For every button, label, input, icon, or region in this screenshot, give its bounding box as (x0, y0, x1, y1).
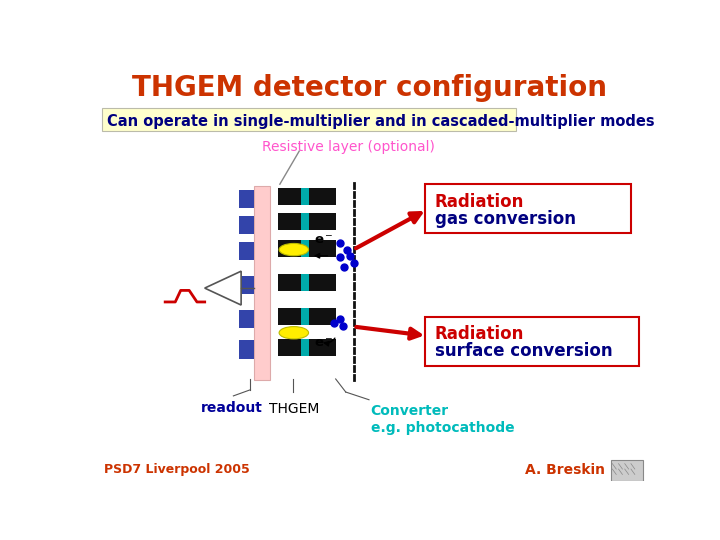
Bar (239, 242, 254, 260)
Bar (301, 213, 309, 231)
Polygon shape (204, 271, 241, 305)
Ellipse shape (279, 327, 309, 339)
Text: gas conversion: gas conversion (435, 210, 576, 228)
Bar (239, 190, 254, 208)
Bar (254, 186, 270, 380)
FancyBboxPatch shape (425, 316, 639, 366)
Bar (277, 213, 301, 231)
Text: Resistive layer (optional): Resistive layer (optional) (262, 140, 435, 154)
Bar (277, 274, 301, 291)
Text: Can operate in single-multiplier and in cascaded-multiplier modes: Can operate in single-multiplier and in … (107, 113, 654, 129)
Ellipse shape (279, 244, 309, 256)
Text: readout: readout (201, 401, 263, 415)
Bar (277, 339, 301, 356)
Text: A. Breskin: A. Breskin (526, 463, 606, 477)
Text: e$^-$: e$^-$ (314, 234, 334, 247)
Text: THGEM: THGEM (269, 402, 319, 416)
Text: surface conversion: surface conversion (435, 342, 613, 360)
Bar (239, 309, 254, 328)
Bar (309, 240, 336, 257)
Bar (277, 308, 301, 325)
Bar (301, 308, 309, 325)
FancyBboxPatch shape (102, 108, 516, 131)
Bar (309, 308, 336, 325)
FancyArrowPatch shape (325, 338, 335, 346)
Text: Radiation: Radiation (435, 325, 524, 343)
Bar (611, 460, 644, 481)
Bar (309, 188, 336, 205)
Bar (239, 340, 254, 359)
Text: THGEM detector configuration: THGEM detector configuration (132, 74, 606, 102)
Bar (277, 240, 301, 257)
Bar (309, 339, 336, 356)
Bar (301, 339, 309, 356)
Bar (239, 276, 254, 294)
Text: e$^-$: e$^-$ (314, 337, 334, 350)
Bar (239, 215, 254, 234)
Bar (301, 274, 309, 291)
Text: PSD7 Liverpool 2005: PSD7 Liverpool 2005 (104, 463, 250, 476)
FancyBboxPatch shape (425, 184, 631, 233)
Bar (277, 188, 301, 205)
Text: Converter
e.g. photocathode: Converter e.g. photocathode (371, 403, 514, 435)
Bar (309, 213, 336, 231)
Bar (301, 240, 309, 257)
Text: Radiation: Radiation (435, 193, 524, 211)
Bar (301, 188, 309, 205)
Bar (309, 274, 336, 291)
